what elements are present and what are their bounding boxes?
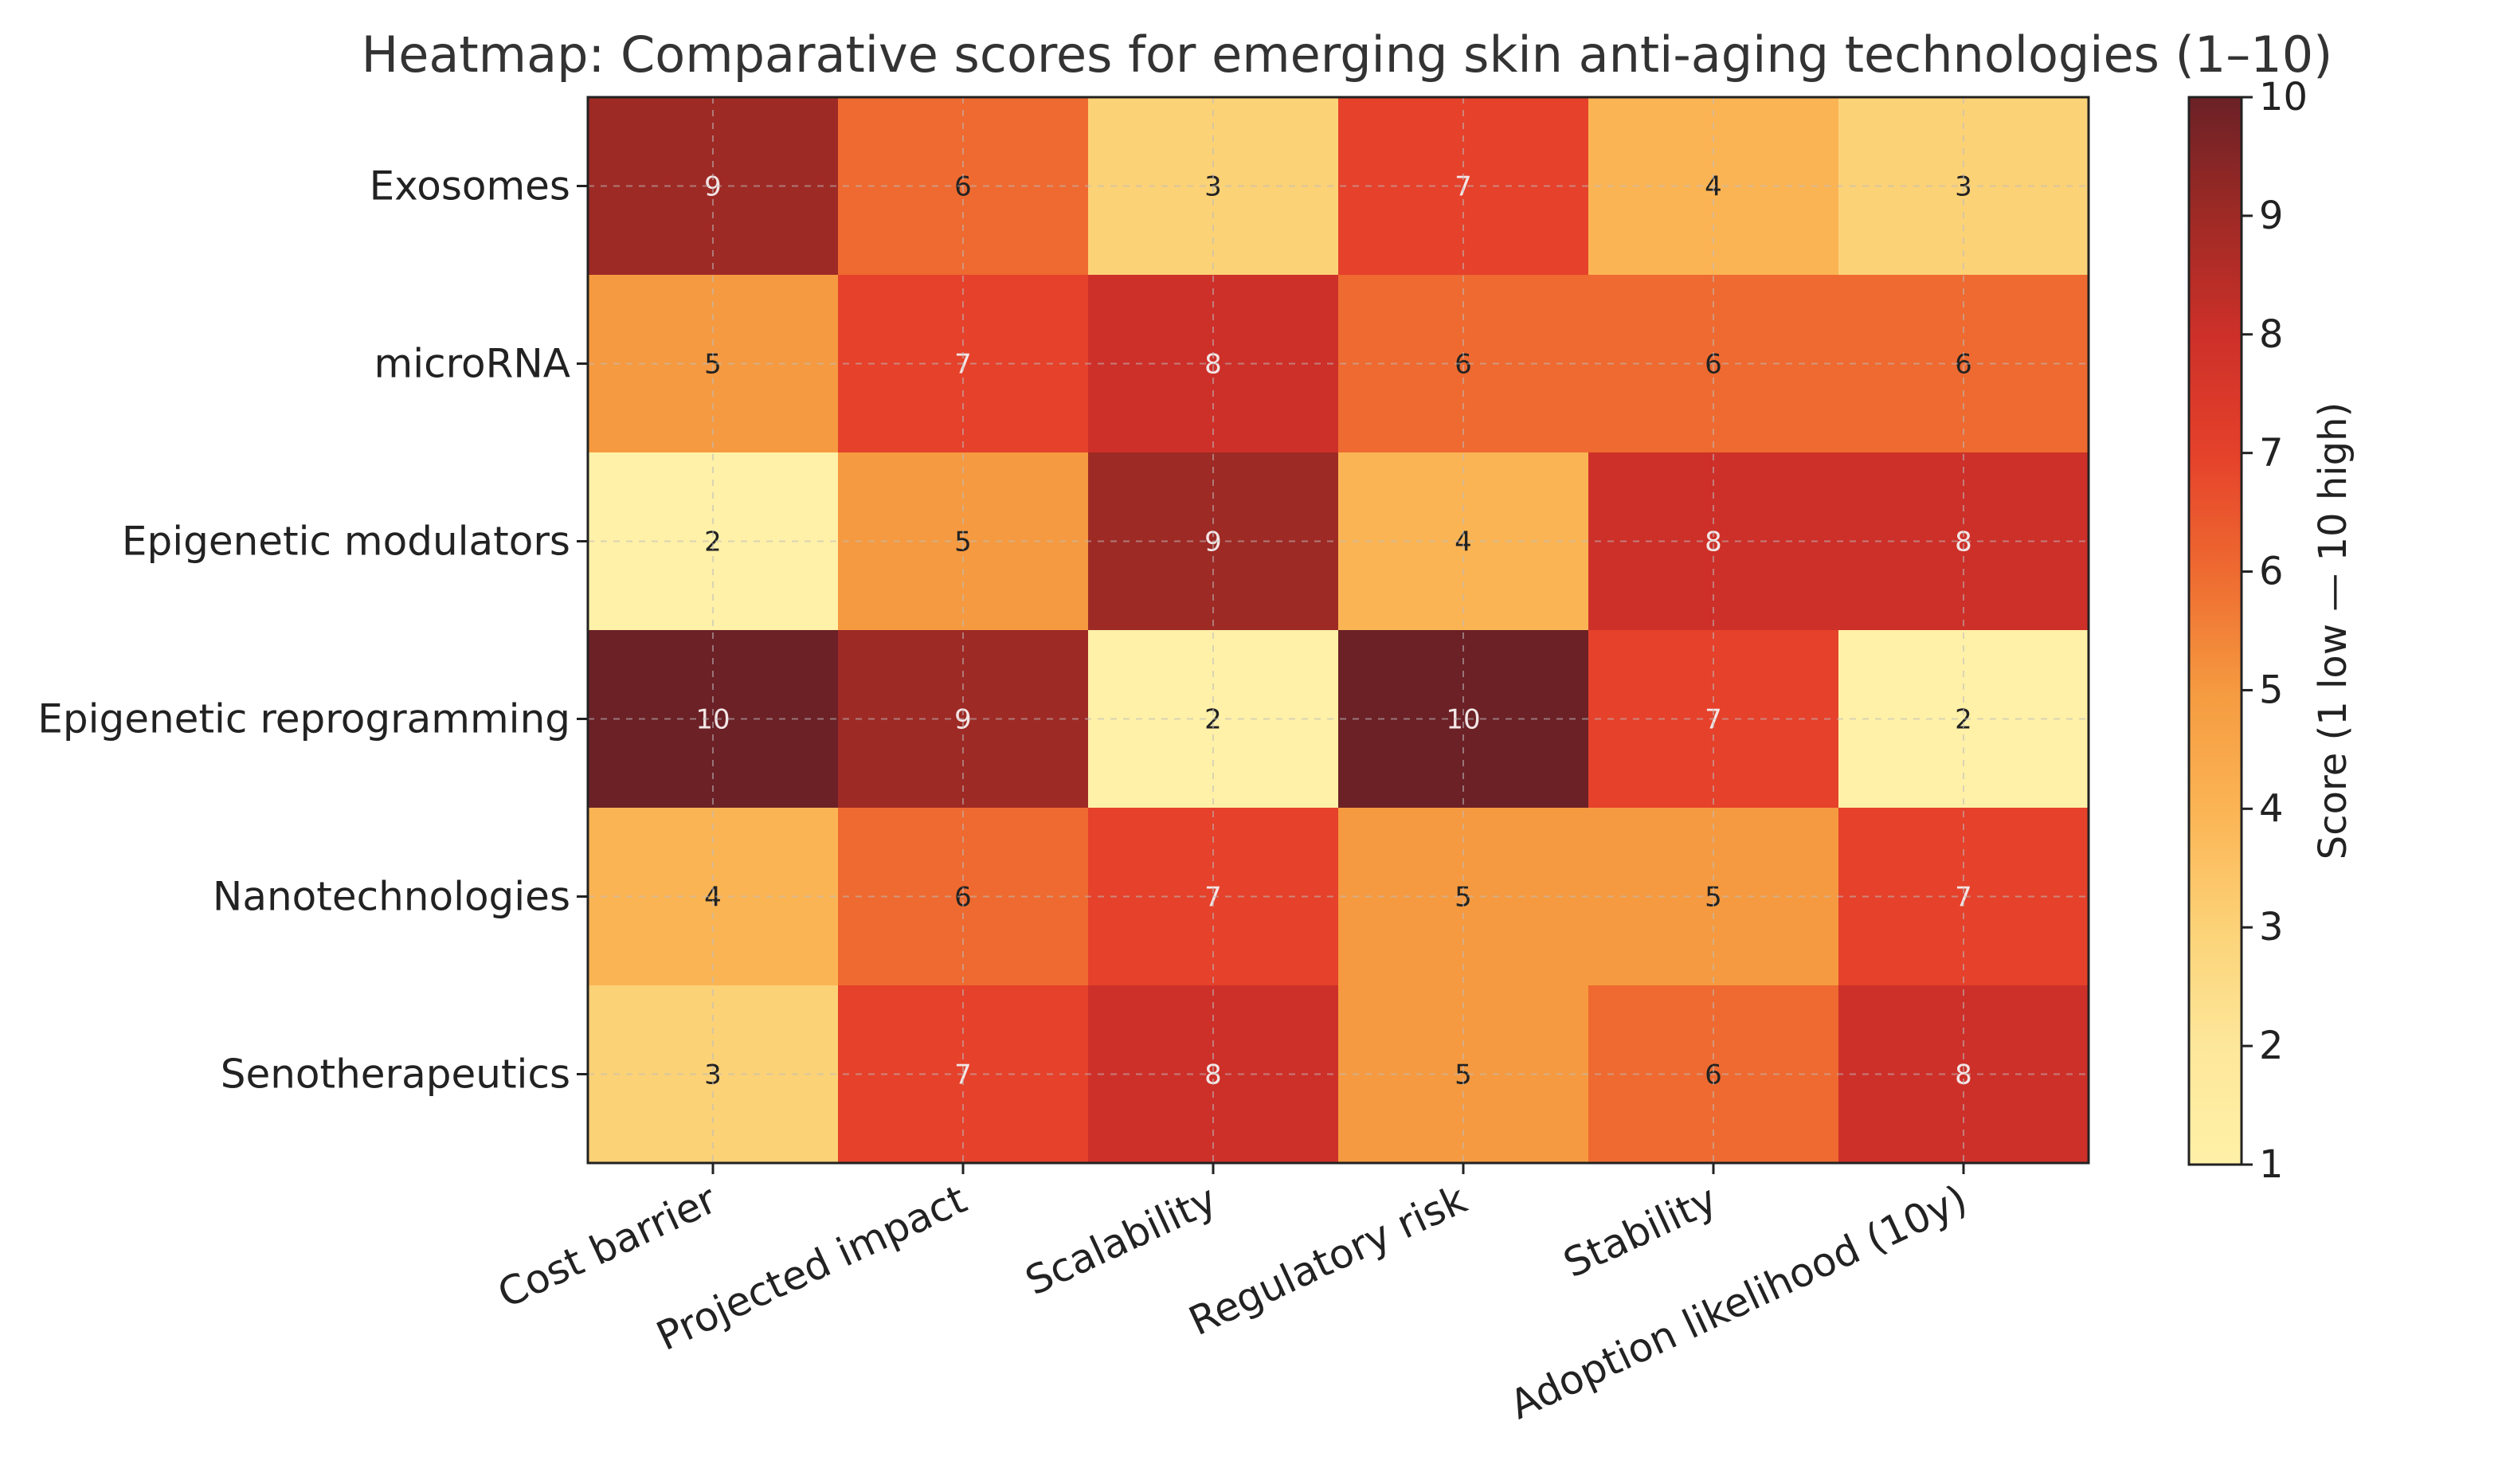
cell-value-label: 10 <box>1446 704 1480 736</box>
colorbar-tick-label: 7 <box>2259 431 2284 476</box>
row-label-epigenetic-reprogramming: Epigenetic reprogramming <box>37 696 570 742</box>
colorbar-tick-label: 10 <box>2259 75 2308 119</box>
cell-value-label: 2 <box>704 527 722 558</box>
colorbar-tick-label: 3 <box>2259 905 2284 950</box>
cell-value-label: 10 <box>695 704 730 736</box>
colorbar-tick-label: 6 <box>2259 550 2284 594</box>
column-label-adoption-likelihood-10y: Adoption likelihood (10y) <box>1503 1176 1974 1428</box>
row-label-exosomes: Exosomes <box>370 163 570 209</box>
cell-value-label: 5 <box>1455 1059 1472 1091</box>
cell-value-label: 8 <box>1955 527 1972 558</box>
colorbar-tick-label: 8 <box>2259 312 2284 357</box>
column-label-regulatory-risk: Regulatory risk <box>1182 1176 1474 1345</box>
cell-value-label: 8 <box>1955 1059 1972 1091</box>
row-label-epigenetic-modulators: Epigenetic modulators <box>122 519 570 565</box>
row-label-nanotechnologies: Nanotechnologies <box>213 874 570 920</box>
cell-value-label: 4 <box>1455 527 1472 558</box>
column-label-scalability: Scalability <box>1019 1176 1224 1304</box>
heatmap-grid <box>577 96 2090 1174</box>
colorbar-label: Score (1 low — 10 high) <box>2311 402 2355 859</box>
row-label-senotherapeutics: Senotherapeutics <box>221 1051 570 1098</box>
column-label-stability: Stability <box>1556 1176 1724 1286</box>
cell-value-label: 2 <box>1955 704 1972 736</box>
colorbar-tick-label: 9 <box>2259 194 2284 238</box>
cell-value-label: 6 <box>1955 349 1972 381</box>
row-labels: Exosomes microRNA Epigenetic modulators Epi… <box>37 163 570 1098</box>
row-label-microrna: microRNA <box>374 341 570 387</box>
colorbar-tick-label: 2 <box>2259 1024 2284 1068</box>
plot-frame <box>586 96 2090 1165</box>
cell-value-label: 5 <box>704 349 722 381</box>
cell-value-label: 6 <box>1455 349 1472 381</box>
cell-value-label: 4 <box>704 882 722 914</box>
colorbar-tick-label: 4 <box>2259 786 2284 831</box>
colorbar: 1 2 3 4 5 6 7 8 9 10 <box>2187 75 2308 1187</box>
heatmap-cells: 96374357866625948810921072467557378568 <box>588 97 2089 1163</box>
cell-value-label: 7 <box>1955 882 1972 914</box>
chart-title: Heatmap: Comparative scores for emerging… <box>362 25 2333 84</box>
cell-value-label: 3 <box>704 1059 722 1091</box>
colorbar-tick-label: 1 <box>2259 1142 2284 1187</box>
colorbar-gradient <box>2187 96 2243 1166</box>
column-label-cost-barrier: Cost barrier <box>491 1176 723 1317</box>
cell-value-label: 5 <box>1455 882 1472 914</box>
colorbar-tick-label: 5 <box>2259 668 2284 712</box>
